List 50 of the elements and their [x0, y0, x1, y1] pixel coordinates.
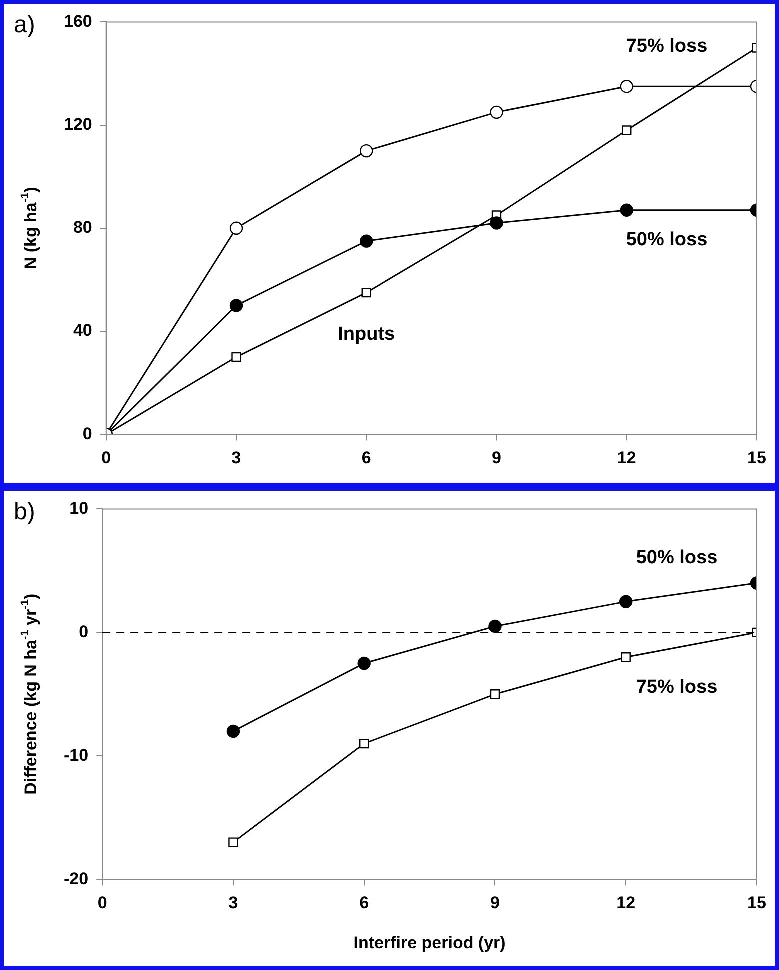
- x-tick-label: 15: [748, 448, 766, 468]
- point: [622, 126, 632, 136]
- series-label: Inputs: [338, 324, 396, 346]
- point: [621, 652, 631, 662]
- point: [360, 144, 374, 158]
- y-tick-label: 120: [64, 114, 92, 134]
- y-tick-label: -20: [64, 869, 89, 888]
- y-tick-label: 0: [82, 424, 92, 444]
- point: [620, 80, 634, 94]
- point: [360, 738, 370, 749]
- point: [358, 656, 371, 670]
- y-tick-label: 10: [70, 498, 89, 518]
- x-tick-label: 9: [492, 448, 502, 468]
- point: [490, 216, 504, 230]
- x-tick-label: 0: [102, 448, 112, 468]
- y-tick-label: 40: [73, 321, 92, 340]
- point: [360, 234, 374, 248]
- point: [226, 724, 240, 738]
- x-tick-label: 6: [360, 893, 370, 912]
- point: [490, 690, 500, 700]
- x-tick-label: 0: [98, 893, 108, 912]
- y-axis-title: Difference (kg N ha-1 yr-1): [19, 594, 41, 795]
- y-tick-label: -10: [64, 746, 89, 765]
- series-label: 50% loss: [636, 548, 718, 569]
- y-tick-label: 160: [64, 12, 92, 31]
- y-tick-label: 80: [73, 218, 92, 238]
- point: [620, 595, 633, 608]
- x-tick-label: 3: [232, 448, 242, 468]
- x-tick-label: 15: [748, 893, 766, 912]
- x-tick-label: 3: [228, 893, 238, 912]
- point: [230, 222, 244, 235]
- x-axis-title: Interfire period (yr): [354, 934, 506, 953]
- point: [232, 352, 242, 362]
- series-label: 50% loss: [626, 230, 708, 251]
- point: [228, 838, 238, 848]
- x-tick-label: 12: [617, 448, 636, 468]
- x-tick-label: 12: [616, 893, 636, 912]
- point: [490, 106, 504, 120]
- y-tick-label: 0: [79, 622, 89, 642]
- x-tick-label: 9: [490, 893, 500, 912]
- series-label: 75% loss: [636, 676, 718, 698]
- series-label: 75% loss: [626, 36, 708, 57]
- point: [620, 204, 634, 217]
- y-axis-title: N (kg ha-1): [19, 187, 41, 270]
- chart-title: a): [14, 12, 36, 39]
- point: [230, 299, 244, 312]
- chart-title: b): [14, 498, 36, 526]
- point: [362, 288, 372, 298]
- x-tick-label: 6: [362, 448, 372, 468]
- point: [488, 620, 502, 634]
